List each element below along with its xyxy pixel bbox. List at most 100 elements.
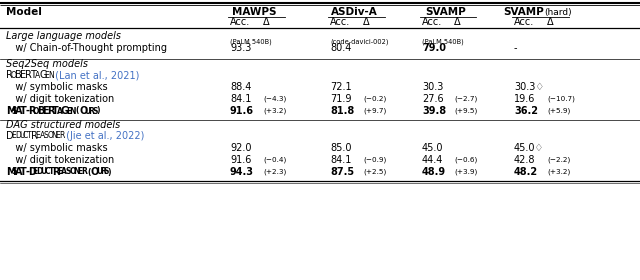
Text: T: T xyxy=(30,70,36,80)
Text: O: O xyxy=(91,167,99,177)
Text: 91.6: 91.6 xyxy=(230,106,254,116)
Text: S: S xyxy=(104,167,109,176)
Text: Seq2Seq models: Seq2Seq models xyxy=(6,59,88,69)
Text: 30.3: 30.3 xyxy=(422,82,444,92)
Text: O: O xyxy=(11,71,17,80)
Text: R: R xyxy=(88,106,95,115)
Text: E: E xyxy=(58,167,63,176)
Text: w/ symbolic masks: w/ symbolic masks xyxy=(6,82,108,92)
Text: 92.0: 92.0 xyxy=(230,143,252,153)
Text: (PaLM 540B): (PaLM 540B) xyxy=(422,39,464,45)
Text: 30.3♢: 30.3♢ xyxy=(514,82,544,92)
Text: G: G xyxy=(61,106,68,116)
Text: D: D xyxy=(6,131,13,141)
Text: 48.2: 48.2 xyxy=(514,167,538,177)
Text: Model: Model xyxy=(6,7,42,17)
Text: 39.8: 39.8 xyxy=(422,106,446,116)
Text: A: A xyxy=(57,106,63,115)
Text: 91.6: 91.6 xyxy=(230,155,252,165)
Text: D: D xyxy=(28,167,36,177)
Text: T: T xyxy=(52,106,58,116)
Text: T: T xyxy=(20,106,27,116)
Text: D: D xyxy=(15,132,21,141)
Text: M: M xyxy=(6,167,15,177)
Text: A: A xyxy=(40,132,45,141)
Text: O: O xyxy=(79,106,88,116)
Text: (+9.5): (+9.5) xyxy=(454,108,477,114)
Text: -: - xyxy=(25,167,29,177)
Text: (PaLM 540B): (PaLM 540B) xyxy=(230,39,272,45)
Text: O: O xyxy=(33,106,39,115)
Text: (+3.9): (+3.9) xyxy=(454,169,477,175)
Text: Acc.: Acc. xyxy=(514,17,534,27)
Text: MAWPS: MAWPS xyxy=(232,7,276,17)
Text: E: E xyxy=(42,106,49,116)
Text: N: N xyxy=(70,106,76,115)
Text: D: D xyxy=(36,167,43,176)
Text: E: E xyxy=(44,71,49,80)
Text: U: U xyxy=(40,167,47,176)
Text: R: R xyxy=(81,167,87,176)
Text: (−10.7): (−10.7) xyxy=(547,96,575,102)
Text: O: O xyxy=(47,132,53,141)
Text: E: E xyxy=(36,132,40,141)
Text: 88.4: 88.4 xyxy=(230,82,252,92)
Text: Δ: Δ xyxy=(363,17,370,27)
Text: 45.0: 45.0 xyxy=(422,143,444,153)
Text: 85.0: 85.0 xyxy=(330,143,351,153)
Text: (−0.9): (−0.9) xyxy=(363,157,387,163)
Text: (−0.4): (−0.4) xyxy=(263,157,286,163)
Text: 80.4: 80.4 xyxy=(330,43,351,53)
Text: (Lan et al., 2021): (Lan et al., 2021) xyxy=(52,70,140,80)
Text: 45.0♢: 45.0♢ xyxy=(514,143,544,153)
Text: (+3.2): (+3.2) xyxy=(263,108,286,114)
Text: E: E xyxy=(33,167,38,176)
Text: w/ symbolic masks: w/ symbolic masks xyxy=(6,143,108,153)
Text: E: E xyxy=(11,132,16,141)
Text: R: R xyxy=(6,70,13,80)
Text: 81.8: 81.8 xyxy=(330,106,355,116)
Text: E: E xyxy=(55,132,60,141)
Text: R: R xyxy=(31,131,38,141)
Text: B: B xyxy=(15,70,22,80)
Text: U: U xyxy=(19,132,24,141)
Text: S: S xyxy=(93,106,98,115)
Text: (+2.3): (+2.3) xyxy=(263,169,286,175)
Text: 93.3: 93.3 xyxy=(230,43,252,53)
Text: w/ digit tokenization: w/ digit tokenization xyxy=(6,155,115,165)
Text: Acc.: Acc. xyxy=(330,17,350,27)
Text: 71.9: 71.9 xyxy=(330,94,351,104)
Text: A: A xyxy=(35,71,40,80)
Text: (−2.7): (−2.7) xyxy=(454,96,477,102)
Text: E: E xyxy=(77,167,82,176)
Text: N: N xyxy=(48,71,54,80)
Text: Δ: Δ xyxy=(547,17,554,27)
Text: Δ: Δ xyxy=(263,17,269,27)
Text: Δ: Δ xyxy=(454,17,461,27)
Text: R: R xyxy=(60,132,65,141)
Text: T: T xyxy=(49,167,54,176)
Text: U: U xyxy=(84,106,91,115)
Text: 84.1: 84.1 xyxy=(330,155,351,165)
Text: S: S xyxy=(11,167,17,176)
Text: 36.2: 36.2 xyxy=(514,106,538,116)
Text: 27.6: 27.6 xyxy=(422,94,444,104)
Text: G: G xyxy=(39,70,47,80)
Text: 44.4: 44.4 xyxy=(422,155,444,165)
Text: C: C xyxy=(23,132,28,141)
Text: (−0.2): (−0.2) xyxy=(363,96,387,102)
Text: 42.8: 42.8 xyxy=(514,155,536,165)
Text: R: R xyxy=(28,106,35,116)
Text: (+5.9): (+5.9) xyxy=(547,108,570,114)
Text: 19.6: 19.6 xyxy=(514,94,536,104)
Text: B: B xyxy=(36,106,44,116)
Text: w/ Chain-of-Thought prompting: w/ Chain-of-Thought prompting xyxy=(6,43,167,53)
Text: ): ) xyxy=(97,106,100,115)
Text: Acc.: Acc. xyxy=(230,17,250,27)
Text: R: R xyxy=(25,70,32,80)
Text: A: A xyxy=(15,167,22,177)
Text: SVAMP: SVAMP xyxy=(504,7,545,17)
Text: N: N xyxy=(73,167,79,176)
Text: R: R xyxy=(100,167,106,176)
Text: R: R xyxy=(52,167,60,177)
